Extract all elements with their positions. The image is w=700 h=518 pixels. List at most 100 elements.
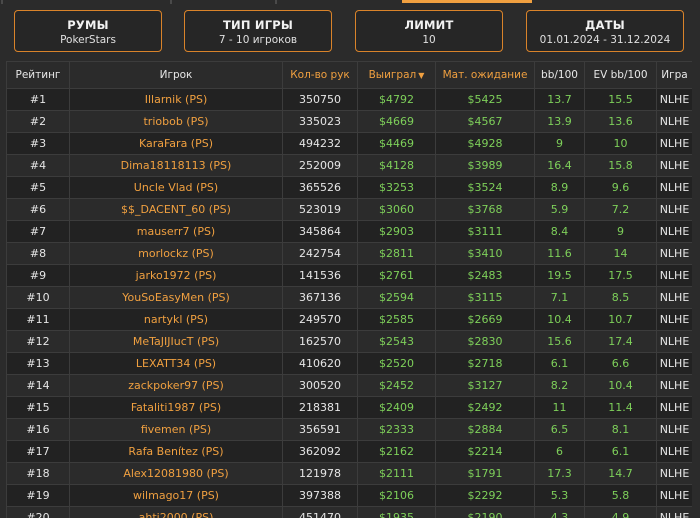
game-cell: NLHE (656, 154, 692, 177)
ev-cell: $3989 (435, 154, 535, 177)
evbb100-cell: 14 (584, 242, 657, 265)
limit-filter-title: ЛИМИТ (404, 18, 454, 32)
bb100-cell: 11 (534, 396, 585, 419)
player-link[interactable]: LEXATT34 (PS) (69, 352, 283, 375)
ev-cell: $4567 (435, 110, 535, 133)
table-body: #1 Illarnik (PS) 350750 $4792 $5425 13.7 15.5 N… (6, 88, 692, 518)
evbb100-cell: 15.5 (584, 88, 657, 111)
hands-cell: 451470 (282, 506, 358, 518)
dates-filter-button[interactable]: ДАТЫ 01.01.2024 - 31.12.2024 (526, 10, 684, 52)
dates-filter-value: 01.01.2024 - 31.12.2024 (539, 34, 671, 46)
hands-cell: 367136 (282, 286, 358, 309)
evbb100-cell: 15.8 (584, 154, 657, 177)
header-rank[interactable]: Рейтинг (6, 61, 70, 89)
won-cell: $2111 (357, 462, 436, 485)
header-won-sorted[interactable]: Выиграл ▼ (357, 61, 436, 89)
player-link[interactable]: jarko1972 (PS) (69, 264, 283, 287)
game-cell: NLHE (656, 242, 692, 265)
won-cell: $2162 (357, 440, 436, 463)
table-row: #12 MeTaJIJIucT (PS) 162570 $2543 $2830 15.6 1… (6, 330, 692, 353)
bb100-cell: 13.9 (534, 110, 585, 133)
player-link[interactable]: Uncle Vlad (PS) (69, 176, 283, 199)
bb100-cell: 11.6 (534, 242, 585, 265)
game-type-filter-button[interactable]: ТИП ИГРЫ 7 - 10 игроков (184, 10, 332, 52)
rank-cell: #11 (6, 308, 70, 331)
won-cell: $2585 (357, 308, 436, 331)
bb100-cell: 5.9 (534, 198, 585, 221)
player-link[interactable]: nartykl (PS) (69, 308, 283, 331)
limit-filter-button[interactable]: ЛИМИТ 10 (355, 10, 503, 52)
evbb100-cell: 17.5 (584, 264, 657, 287)
hands-cell: 141536 (282, 264, 358, 287)
player-link[interactable]: ahti2000 (PS) (69, 506, 283, 518)
evbb100-cell: 7.2 (584, 198, 657, 221)
rank-cell: #10 (6, 286, 70, 309)
player-link[interactable]: Illarnik (PS) (69, 88, 283, 111)
player-link[interactable]: triobob (PS) (69, 110, 283, 133)
rank-cell: #16 (6, 418, 70, 441)
player-link[interactable]: morlockz (PS) (69, 242, 283, 265)
header-ev[interactable]: Мат. ожидание (435, 61, 535, 89)
evbb100-cell: 9.6 (584, 176, 657, 199)
hands-cell: 335023 (282, 110, 358, 133)
player-link[interactable]: Fataliti1987 (PS) (69, 396, 283, 419)
header-game[interactable]: Игра (656, 61, 692, 89)
player-link[interactable]: Rafa Benítez (PS) (69, 440, 283, 463)
game-cell: NLHE (656, 396, 692, 419)
evbb100-cell: 10.7 (584, 308, 657, 331)
header-hands[interactable]: Кол-во рук (282, 61, 358, 89)
header-evbb100[interactable]: EV bb/100 (584, 61, 657, 89)
rank-cell: #17 (6, 440, 70, 463)
evbb100-cell: 9 (584, 220, 657, 243)
game-cell: NLHE (656, 132, 692, 155)
table-row: #14 zackpoker97 (PS) 300520 $2452 $3127 8.2 10… (6, 374, 692, 397)
player-link[interactable]: Alex12081980 (PS) (69, 462, 283, 485)
player-link[interactable]: YouSoEasyMen (PS) (69, 286, 283, 309)
hands-cell: 362092 (282, 440, 358, 463)
game-cell: NLHE (656, 418, 692, 441)
evbb100-cell: 17.4 (584, 330, 657, 353)
table-row: #3 KaraFara (PS) 494232 $4469 $4928 9 10 NLHE (6, 132, 692, 155)
game-cell: NLHE (656, 352, 692, 375)
table-row: #17 Rafa Benítez (PS) 362092 $2162 $2214 6 6.1… (6, 440, 692, 463)
filter-bar: РУМЫ PokerStars ТИП ИГРЫ 7 - 10 игроков … (14, 10, 686, 54)
player-link[interactable]: MeTaJIJIucT (PS) (69, 330, 283, 353)
won-cell: $3060 (357, 198, 436, 221)
player-link[interactable]: zackpoker97 (PS) (69, 374, 283, 397)
player-link[interactable]: $$_DACENT_60 (PS) (69, 198, 283, 221)
bb100-cell: 17.3 (534, 462, 585, 485)
evbb100-cell: 10 (584, 132, 657, 155)
player-link[interactable]: Dima18118113 (PS) (69, 154, 283, 177)
won-cell: $2594 (357, 286, 436, 309)
evbb100-cell: 14.7 (584, 462, 657, 485)
player-link[interactable]: KaraFara (PS) (69, 132, 283, 155)
table-header-row: Рейтинг Игрок Кол-во рук Выиграл ▼ Мат. о… (6, 61, 692, 89)
rooms-filter-button[interactable]: РУМЫ PokerStars (14, 10, 162, 52)
player-link[interactable]: wilmago17 (PS) (69, 484, 283, 507)
won-cell: $2761 (357, 264, 436, 287)
leaderboard-table-container: Рейтинг Игрок Кол-во рук Выиграл ▼ Мат. о… (6, 61, 692, 518)
hands-cell: 410620 (282, 352, 358, 375)
table-row: #7 mauserr7 (PS) 345864 $2903 $3111 8.4 9 NLHE (6, 220, 692, 243)
rank-cell: #14 (6, 374, 70, 397)
rank-cell: #18 (6, 462, 70, 485)
bb100-cell: 6.5 (534, 418, 585, 441)
table-row: #6 $$_DACENT_60 (PS) 523019 $3060 $3768 5.9 7.… (6, 198, 692, 221)
player-link[interactable]: fivemen (PS) (69, 418, 283, 441)
player-link[interactable]: mauserr7 (PS) (69, 220, 283, 243)
bb100-cell: 6.1 (534, 352, 585, 375)
ev-cell: $2669 (435, 308, 535, 331)
game-type-filter-title: ТИП ИГРЫ (223, 18, 293, 32)
ev-cell: $2830 (435, 330, 535, 353)
game-cell: NLHE (656, 88, 692, 111)
evbb100-cell: 8.1 (584, 418, 657, 441)
header-player[interactable]: Игрок (69, 61, 283, 89)
game-cell: NLHE (656, 176, 692, 199)
game-cell: NLHE (656, 110, 692, 133)
header-bb100[interactable]: bb/100 (534, 61, 585, 89)
game-type-filter-value: 7 - 10 игроков (218, 34, 298, 46)
ev-cell: $1791 (435, 462, 535, 485)
won-cell: $3253 (357, 176, 436, 199)
ev-cell: $2483 (435, 264, 535, 287)
top-strip (0, 0, 700, 4)
